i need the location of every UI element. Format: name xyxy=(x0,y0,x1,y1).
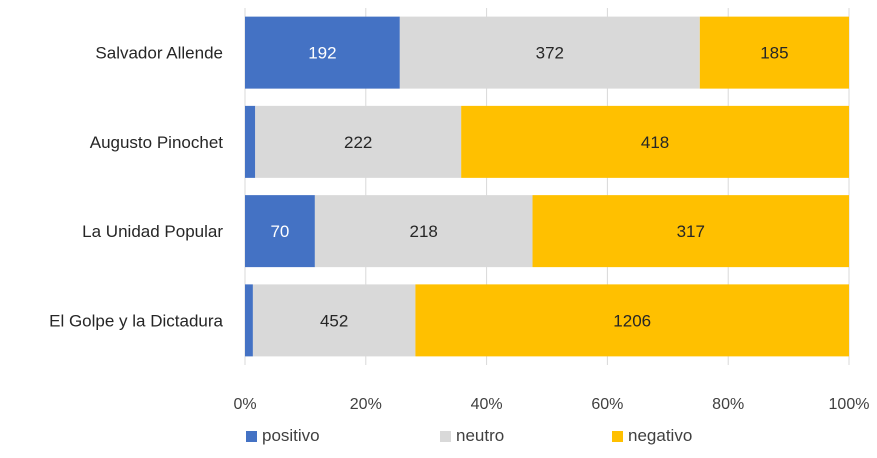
data-label: 192 xyxy=(308,44,336,63)
category-label: El Golpe y la Dictadura xyxy=(49,311,223,330)
bar-segment xyxy=(245,105,256,178)
legend-item: neutro xyxy=(440,426,504,446)
data-label: 1206 xyxy=(613,311,651,330)
legend-label: positivo xyxy=(262,426,320,445)
legend-swatch xyxy=(440,430,451,442)
x-tick-label: 40% xyxy=(471,396,503,413)
x-tick-label: 20% xyxy=(350,396,382,413)
x-tick-label: 80% xyxy=(712,396,744,413)
category-label: Augusto Pinochet xyxy=(90,133,224,152)
x-tick-label: 0% xyxy=(233,396,256,413)
data-label: 317 xyxy=(677,222,705,241)
bar-segment xyxy=(699,16,849,89)
bar-segment xyxy=(252,284,416,357)
legend-item: negativo xyxy=(612,426,692,446)
bar-segment xyxy=(245,16,400,89)
bar-segment xyxy=(245,195,315,268)
data-label: 70 xyxy=(270,222,289,241)
legend-label: negativo xyxy=(628,426,693,445)
data-label: 222 xyxy=(344,133,372,152)
bar-segment xyxy=(245,284,253,357)
data-label: 452 xyxy=(320,311,348,330)
bar-segment xyxy=(532,195,849,268)
bar-segment xyxy=(415,284,849,357)
data-label: 372 xyxy=(536,44,564,63)
legend-swatch xyxy=(612,430,623,442)
data-label: 218 xyxy=(410,222,438,241)
bar-segment xyxy=(399,16,700,89)
x-tick-label: 100% xyxy=(829,396,870,413)
data-label: 185 xyxy=(760,44,788,63)
legend-item: positivo xyxy=(246,426,320,446)
bar-segment xyxy=(314,195,533,268)
category-label: La Unidad Popular xyxy=(82,222,223,241)
data-label: 418 xyxy=(641,133,669,152)
legend-label: neutro xyxy=(456,426,505,445)
x-tick-label: 60% xyxy=(591,396,623,413)
bar-segment xyxy=(255,105,462,178)
category-label: Salvador Allende xyxy=(95,44,223,63)
bar-segment xyxy=(461,105,849,178)
legend: positivo neutro negativo xyxy=(0,426,877,454)
legend-swatch xyxy=(246,430,257,442)
